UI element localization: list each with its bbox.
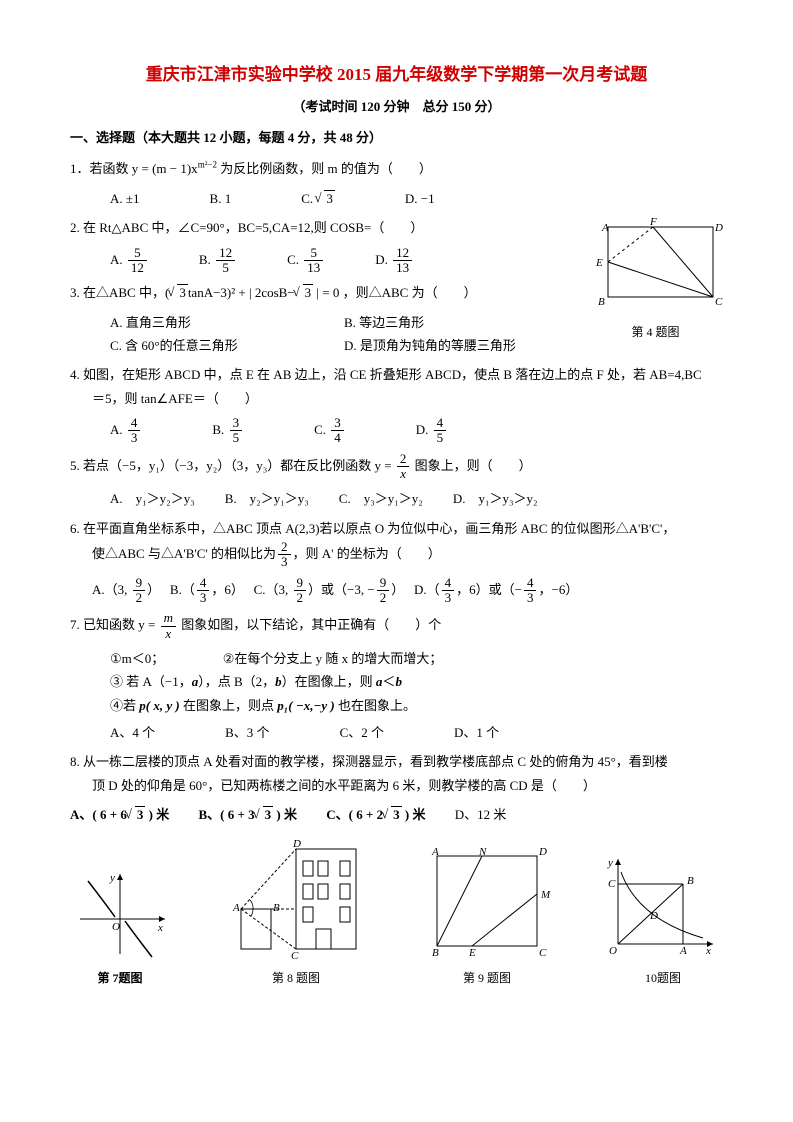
- question-7-options: A、4 个 B、3 个 C、2 个 D、1 个: [70, 721, 723, 744]
- svg-text:E: E: [595, 257, 603, 269]
- question-3-options: A. 直角三角形 B. 等边三角形 C. 含 60°的任意三角形 D. 是顶角为…: [70, 311, 578, 358]
- svg-text:x: x: [705, 945, 711, 957]
- svg-text:C: C: [608, 878, 616, 890]
- section-head-1: 一、选择题（本大题共 12 小题，每题 4 分，共 48 分）: [70, 126, 723, 149]
- question-5: 5. 若点（−5，y₁）（−3，y₂）（3，y₃）都在反比例函数 y = 2x …: [70, 452, 723, 482]
- svg-text:B: B: [432, 947, 439, 959]
- figure-7: O x y 第 7题图: [70, 869, 170, 990]
- svg-text:D: D: [649, 910, 658, 922]
- question-1: 1．若函数 y = (m − 1)xm²−2 为反比例函数，则 m 的值为（ ）: [70, 157, 723, 180]
- svg-text:x: x: [157, 922, 163, 934]
- svg-text:M: M: [540, 889, 551, 901]
- question-7: 7. 已知函数 y = mx 图象如图，以下结论，其中正确有（ ）个: [70, 611, 723, 641]
- svg-text:F: F: [649, 217, 657, 228]
- svg-text:B: B: [598, 296, 605, 308]
- svg-text:A: A: [601, 222, 609, 234]
- figure-10-caption: 10题图: [603, 968, 723, 990]
- page-subtitle: （考试时间 120 分钟 总分 150 分）: [70, 95, 723, 118]
- figure-9-caption: 第 9 题图: [422, 968, 552, 990]
- svg-text:A: A: [232, 902, 240, 914]
- svg-text:D: D: [538, 846, 547, 858]
- question-4-options: A. 43 B. 35 C. 34 D. 45: [70, 416, 723, 446]
- question-6: 6. 在平面直角坐标系中，△ABC 顶点 A(2,3)若以原点 O 为位似中心，…: [70, 517, 723, 570]
- bottom-figures: O x y 第 7题图 A B D C 第: [70, 839, 723, 990]
- figure-7-caption: 第 7题图: [70, 968, 170, 990]
- svg-text:D: D: [714, 222, 723, 234]
- figure-4-caption: 第 4 题图: [588, 322, 723, 344]
- svg-text:B: B: [687, 875, 694, 887]
- svg-text:D: D: [292, 839, 301, 850]
- figure-8-caption: 第 8 题图: [221, 968, 371, 990]
- svg-text:N: N: [478, 846, 487, 858]
- question-6-options: A.（3, 92） B.（43，6） C.（3, 92）或（−3, −92） D…: [70, 576, 723, 606]
- figure-4: A F D E B C 第 4 题图: [588, 217, 723, 343]
- svg-text:O: O: [112, 921, 120, 933]
- question-5-options: A. y₁＞y₂＞y₃ B. y₂＞y₁＞y₃ C. y₃＞y₁＞y₂ D. y…: [70, 487, 723, 510]
- svg-text:O: O: [609, 945, 617, 957]
- svg-text:A: A: [431, 846, 439, 858]
- question-7-statements: ①m＜0； ②在每个分支上 y 随 x 的增大而增大； ③ 若 A（−1，a），…: [70, 647, 723, 717]
- svg-text:C: C: [539, 947, 547, 959]
- figure-8: A B D C 第 8 题图: [221, 839, 371, 990]
- svg-text:C: C: [715, 296, 723, 308]
- question-8-options: A、( 6 + 63 ) 米 B、( 6 + 33 ) 米 C、( 6 + 23…: [70, 803, 723, 826]
- svg-text:C: C: [291, 950, 299, 959]
- svg-text:E: E: [468, 947, 476, 959]
- svg-text:B: B: [273, 902, 280, 914]
- svg-text:A: A: [679, 945, 687, 957]
- question-2-options: A. 512 B. 125 C. 513 D. 1213: [70, 246, 578, 276]
- page-title: 重庆市江津市实验中学校 2015 届九年级数学下学期第一次月考试题: [70, 60, 723, 91]
- question-1-options: A. ±1 B. 1 C. 3 D. −1: [70, 187, 578, 210]
- question-8: 8. 从一栋二层楼的顶点 A 处看对面的教学楼，探测器显示，看到教学楼底部点 C…: [70, 750, 723, 797]
- svg-text:y: y: [607, 857, 613, 869]
- figure-9: A N D M B E C 第 9 题图: [422, 844, 552, 990]
- figure-10: O x y A B C D 10题图: [603, 854, 723, 990]
- svg-text:y: y: [109, 872, 115, 884]
- question-4: 4. 如图，在矩形 ABCD 中，点 E 在 AB 边上，沿 CE 折叠矩形 A…: [70, 363, 723, 410]
